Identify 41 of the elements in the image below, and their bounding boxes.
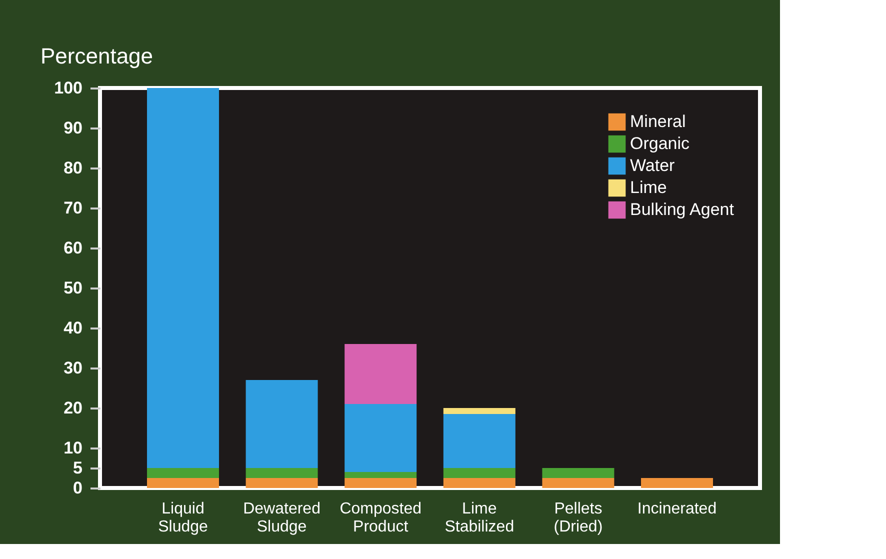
y-tick-label: 60: [64, 238, 82, 258]
bar: [246, 478, 318, 488]
x-tick-label: Dewatered Sludge: [243, 500, 320, 536]
y-tick-label: 5: [73, 458, 82, 478]
bar: [443, 408, 516, 414]
legend-label: Organic: [630, 134, 690, 153]
legend-label: Water: [630, 156, 676, 175]
y-tick-label: 0: [73, 478, 82, 498]
bar: [443, 478, 516, 488]
legend-label: Mineral: [630, 112, 686, 131]
y-tick-label: 20: [64, 398, 82, 418]
bar: [542, 478, 614, 488]
y-tick-label: 40: [64, 318, 82, 338]
y-tick-label: 90: [64, 118, 82, 138]
bar: [641, 478, 714, 488]
x-tick-label: Lime Stabilized: [444, 500, 514, 536]
y-tick-label: 10: [64, 438, 82, 458]
bar: [246, 468, 318, 478]
x-tick-label: Composted Product: [340, 500, 422, 536]
y-tick-label: 30: [64, 358, 82, 378]
y-tick-label: 80: [64, 158, 82, 178]
legend-label: Bulking Agent: [630, 200, 734, 219]
bar: [344, 478, 417, 488]
bar: [246, 380, 318, 468]
bar: [542, 468, 614, 478]
x-tick-label: Liquid Sludge: [158, 500, 208, 536]
bar: [344, 472, 417, 478]
bar: [344, 344, 417, 404]
bar: [146, 88, 219, 468]
y-tick-label: 100: [54, 78, 82, 98]
x-tick-label: Incinerated: [637, 500, 717, 518]
bar: [344, 404, 417, 472]
bar: [146, 478, 219, 488]
bar: [443, 414, 516, 468]
legend-label: Lime: [630, 178, 667, 197]
y-tick-label: 50: [64, 278, 82, 298]
y-axis-title: Percentage: [40, 44, 154, 68]
bar: [146, 468, 219, 478]
bar: [443, 468, 516, 478]
y-tick-label: 70: [64, 198, 82, 218]
x-tick-label: Pellets (Dried): [554, 500, 603, 536]
